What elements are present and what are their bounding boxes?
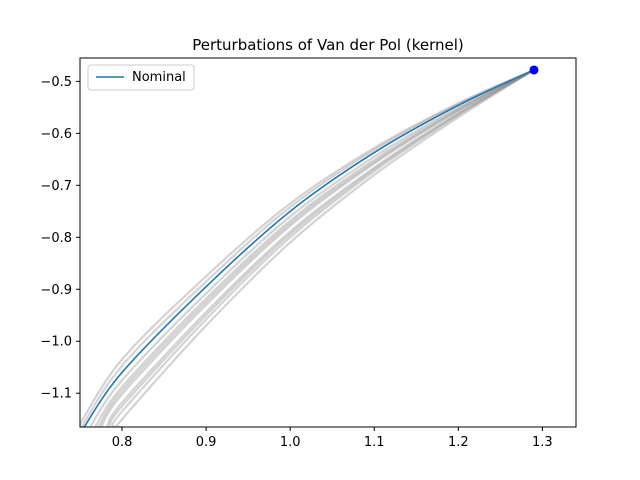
series-line-perturbation-6 <box>105 68 536 427</box>
series-line-perturbation-2 <box>80 68 536 427</box>
x-axis: 0.8 0.9 1.0 1.1 1.2 1.3 <box>112 427 553 450</box>
series-line-perturbation-10 <box>108 68 536 427</box>
plot-frame <box>79 57 577 428</box>
chart-title: Perturbations of Van der Pol (kernel) <box>192 36 463 54</box>
y-tick-label: −0.8 <box>40 231 72 246</box>
x-tick-label: 0.9 <box>196 435 217 450</box>
start-point-marker <box>529 65 539 75</box>
series-line-perturbation-9 <box>97 68 536 427</box>
x-tick-label: 1.2 <box>448 435 469 450</box>
x-tick-label: 1.1 <box>364 435 385 450</box>
x-tick-label: 1.3 <box>532 435 553 450</box>
x-tick-label: 1.0 <box>280 435 301 450</box>
series-line-perturbation-1 <box>80 68 536 427</box>
y-tick-label: −1.0 <box>40 335 72 350</box>
y-tick-label: −0.5 <box>40 75 72 90</box>
legend: Nominal <box>87 64 195 91</box>
y-tick-label: −1.1 <box>40 387 72 402</box>
series-line-perturbation-5 <box>99 68 536 427</box>
series-line-nominal <box>83 69 535 427</box>
series-line-perturbation-3 <box>88 68 536 427</box>
series-layer <box>80 68 536 427</box>
series-line-perturbation-8 <box>114 68 536 427</box>
x-tick-label: 0.8 <box>112 435 133 450</box>
legend-box <box>87 64 195 91</box>
point-layer <box>529 65 539 75</box>
series-line-perturbation-7 <box>111 68 536 427</box>
series-line-perturbation-4 <box>94 68 536 427</box>
y-axis: −0.5 −0.6 −0.7 −0.8 −0.9 −1.0 −1.1 <box>40 75 80 402</box>
y-tick-label: −0.6 <box>40 127 72 142</box>
legend-label-nominal: Nominal <box>132 70 186 85</box>
y-tick-label: −0.7 <box>40 179 72 194</box>
y-tick-label: −0.9 <box>40 283 72 298</box>
